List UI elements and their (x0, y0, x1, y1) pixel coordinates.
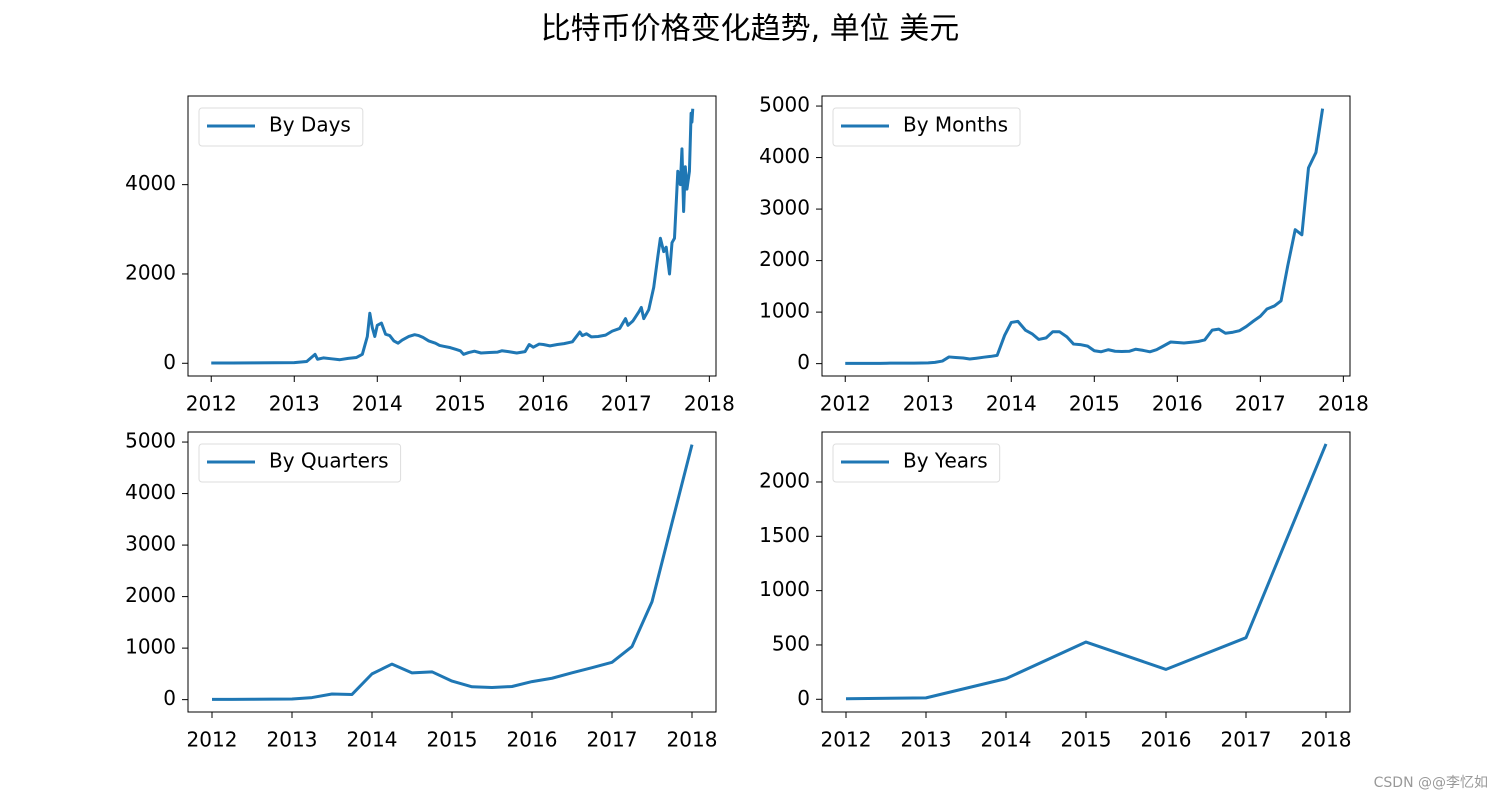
x-tick-label: 2014 (986, 392, 1037, 416)
y-tick-label: 2000 (125, 583, 176, 607)
x-tick-label: 2017 (587, 728, 638, 752)
axes-frame (187, 431, 717, 713)
legend-box (832, 443, 1001, 483)
y-tick-label: 2000 (759, 247, 810, 271)
y-tick-label: 1500 (759, 523, 810, 547)
y-tick-label: 0 (797, 686, 810, 710)
x-tick-label: 2014 (352, 392, 403, 416)
x-tick-label: 2012 (821, 728, 872, 752)
legend-label: By Days (269, 113, 351, 137)
y-tick-label: 0 (797, 350, 810, 374)
x-tick-label: 2013 (901, 728, 952, 752)
x-tick-label: 2016 (1141, 728, 1192, 752)
x-tick-label: 2013 (267, 728, 318, 752)
x-tick-label: 2015 (1061, 728, 1112, 752)
series-line (845, 443, 1328, 701)
axes-frame (187, 95, 717, 377)
y-tick-label: 500 (772, 631, 810, 655)
y-tick-label: 5000 (125, 429, 176, 453)
y-tick-label: 0 (163, 350, 176, 374)
y-tick-label: 4000 (125, 480, 176, 504)
series-line (845, 108, 1325, 365)
x-tick-label: 2014 (347, 728, 398, 752)
x-tick-label: 2015 (427, 728, 478, 752)
x-tick-label: 2018 (684, 392, 735, 416)
y-tick-label: 0 (163, 686, 176, 710)
x-tick-label: 2017 (1235, 392, 1286, 416)
figure-title: 比特币价格变化趋势, 单位 美元 (541, 12, 960, 47)
y-tick-label: 2000 (759, 468, 810, 492)
y-tick-label: 4000 (759, 144, 810, 168)
y-tick-label: 1000 (759, 577, 810, 601)
x-tick-label: 2012 (820, 392, 871, 416)
x-tick-label: 2016 (507, 728, 558, 752)
y-tick-label: 4000 (125, 171, 176, 195)
legend-box (198, 107, 364, 147)
y-tick-label: 3000 (759, 196, 810, 220)
axes-frame (821, 431, 1351, 713)
watermark: CSDN @@李忆如 (1374, 775, 1488, 791)
legend-label: By Years (903, 449, 988, 473)
legend-box (832, 107, 1021, 147)
x-tick-label: 2015 (1069, 392, 1120, 416)
x-tick-label: 2016 (1152, 392, 1203, 416)
x-tick-label: 2014 (981, 728, 1032, 752)
axes-frame (821, 95, 1351, 377)
x-tick-label: 2018 (667, 728, 718, 752)
y-tick-label: 2000 (125, 260, 176, 284)
x-tick-label: 2016 (518, 392, 569, 416)
series-line (212, 444, 694, 701)
series-line (211, 108, 695, 365)
legend-label: By Months (903, 113, 1008, 137)
legend-label: By Quarters (269, 449, 389, 473)
x-tick-label: 2017 (601, 392, 652, 416)
legend-box (198, 443, 402, 483)
x-tick-label: 2015 (435, 392, 486, 416)
y-tick-label: 5000 (759, 93, 810, 117)
x-tick-label: 2018 (1318, 392, 1369, 416)
x-tick-label: 2017 (1221, 728, 1272, 752)
x-tick-label: 2013 (903, 392, 954, 416)
y-tick-label: 1000 (125, 635, 176, 659)
x-tick-label: 2013 (269, 392, 320, 416)
x-tick-label: 2012 (187, 728, 238, 752)
y-tick-label: 1000 (759, 299, 810, 323)
y-tick-label: 3000 (125, 532, 176, 556)
x-tick-label: 2012 (186, 392, 237, 416)
x-tick-label: 2018 (1301, 728, 1352, 752)
